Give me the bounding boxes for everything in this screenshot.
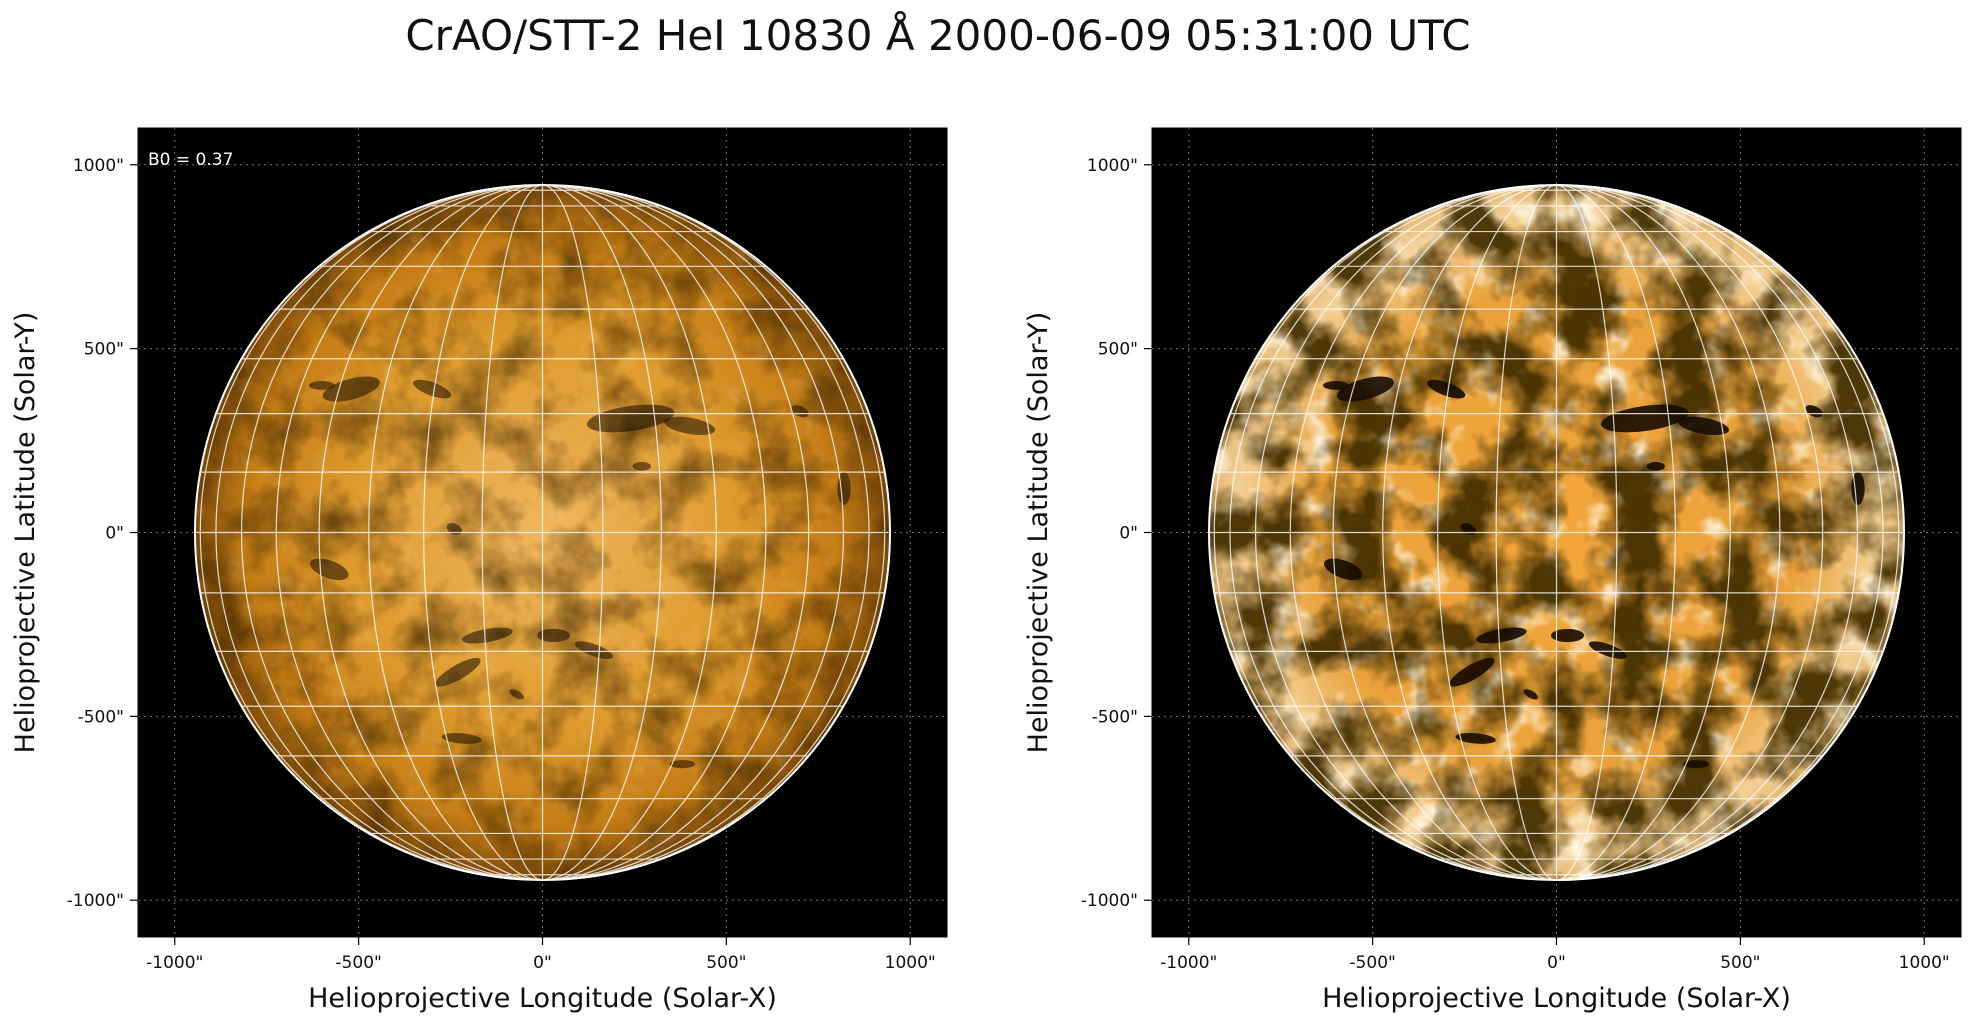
longitude-line: [542, 184, 844, 881]
y-tick-label: 1000": [1087, 156, 1138, 176]
x-tick-label: 0": [533, 953, 552, 973]
filament: [1475, 627, 1527, 644]
filament: [509, 689, 525, 700]
y-tick-label: -500": [78, 707, 124, 727]
solar-limb: [1207, 183, 1906, 882]
longitude-line: [368, 184, 543, 881]
filament: [1523, 689, 1539, 700]
longitude-line: [275, 184, 543, 881]
longitude-line: [542, 184, 662, 881]
longitude-line: [241, 184, 543, 881]
longitude-line: [423, 184, 543, 881]
longitude-line: [1556, 184, 1900, 881]
filament: [1601, 404, 1689, 433]
filament: [669, 760, 696, 769]
x-axis-label: Helioprojective Longitude (Solar-X): [1322, 983, 1791, 1014]
longitude-line: [1255, 184, 1557, 881]
filament: [1646, 461, 1665, 471]
x-tick-label: -1000": [1160, 953, 1217, 973]
y-tick-label: 0": [105, 524, 124, 544]
filament: [574, 641, 614, 660]
longitude-line: [318, 184, 543, 881]
longitude-line: [1556, 184, 1884, 881]
longitude-line: [542, 184, 886, 881]
longitude-line: [1556, 184, 1781, 881]
left-panel: -1000" -500" 0" 500" 1000" 1000" 500" 0" -500" -1…: [10, 127, 948, 1014]
x-axis-label: Helioprojective Longitude (Solar-X): [308, 983, 777, 1014]
longitude-line: [1437, 184, 1557, 881]
longitude-line: [1556, 184, 1618, 881]
filament: [1678, 416, 1729, 435]
y-tick-label: -1000": [67, 891, 124, 911]
y-tick-label: -500": [1092, 707, 1138, 727]
figure-title: CrAO/STT-2 HeI 10830 Å 2000-06-09 05:31:…: [405, 10, 1470, 60]
y-axis-label: Helioprojective Latitude (Solar-Y): [10, 312, 41, 754]
filament: [413, 379, 452, 399]
filament: [446, 523, 462, 535]
longitude-line: [1229, 184, 1557, 881]
longitude-line: [542, 184, 870, 881]
longitude-line: [1556, 184, 1731, 881]
longitude-line: [1213, 184, 1557, 881]
filament: [1550, 628, 1585, 643]
longitude-line: [199, 184, 543, 881]
filament: [536, 628, 571, 643]
y-tick-label: -1000": [1081, 891, 1138, 911]
y-tick-label: 500": [84, 340, 124, 360]
filament: [1449, 657, 1495, 687]
b0-annotation: B0 = 0.37: [148, 150, 233, 170]
filament: [308, 380, 335, 390]
filament: [837, 471, 851, 505]
filament: [632, 461, 651, 471]
filament: [461, 627, 513, 644]
filament: [664, 416, 715, 435]
filament: [1455, 733, 1496, 744]
filament: [1588, 641, 1628, 660]
longitude-line: [1556, 184, 1676, 881]
x-tick-label: 500": [1720, 953, 1760, 973]
longitude-line: [1289, 184, 1557, 881]
longitude-line: [1495, 184, 1557, 881]
x-tick-label: 1000": [885, 953, 936, 973]
solar-limb: [193, 183, 892, 882]
longitude-line: [1332, 184, 1557, 881]
filament: [1427, 379, 1466, 399]
longitude-line: [1556, 184, 1858, 881]
longitude-line: [215, 184, 543, 881]
filament: [435, 657, 481, 687]
filament: [1851, 471, 1865, 505]
longitude-line: [1382, 184, 1557, 881]
y-tick-label: 0": [1119, 524, 1138, 544]
filament: [1683, 760, 1710, 769]
heliographic-grid: [1208, 184, 1905, 881]
x-tick-label: -1000": [146, 953, 203, 973]
x-tick-label: 500": [706, 953, 746, 973]
y-tick-label: 1000": [73, 156, 124, 176]
right-panel: -1000" -500" 0" 500" 1000" 1000" 500" 0" -500" -1…: [1023, 127, 1962, 1014]
filament: [1322, 380, 1349, 390]
longitude-line: [542, 184, 767, 881]
longitude-line: [1556, 184, 1824, 881]
longitude-line: [481, 184, 543, 881]
filament: [1460, 523, 1476, 535]
longitude-line: [542, 184, 604, 881]
longitude-line: [542, 184, 810, 881]
longitude-line: [542, 184, 717, 881]
x-tick-label: -500": [335, 953, 381, 973]
filament: [587, 404, 675, 433]
x-tick-label: 1000": [1899, 953, 1950, 973]
heliographic-grid: [194, 184, 891, 881]
x-tick-label: 0": [1547, 953, 1566, 973]
y-axis-label: Helioprojective Latitude (Solar-Y): [1023, 312, 1054, 754]
y-tick-label: 500": [1098, 340, 1138, 360]
x-tick-label: -500": [1349, 953, 1395, 973]
filament: [441, 733, 482, 744]
